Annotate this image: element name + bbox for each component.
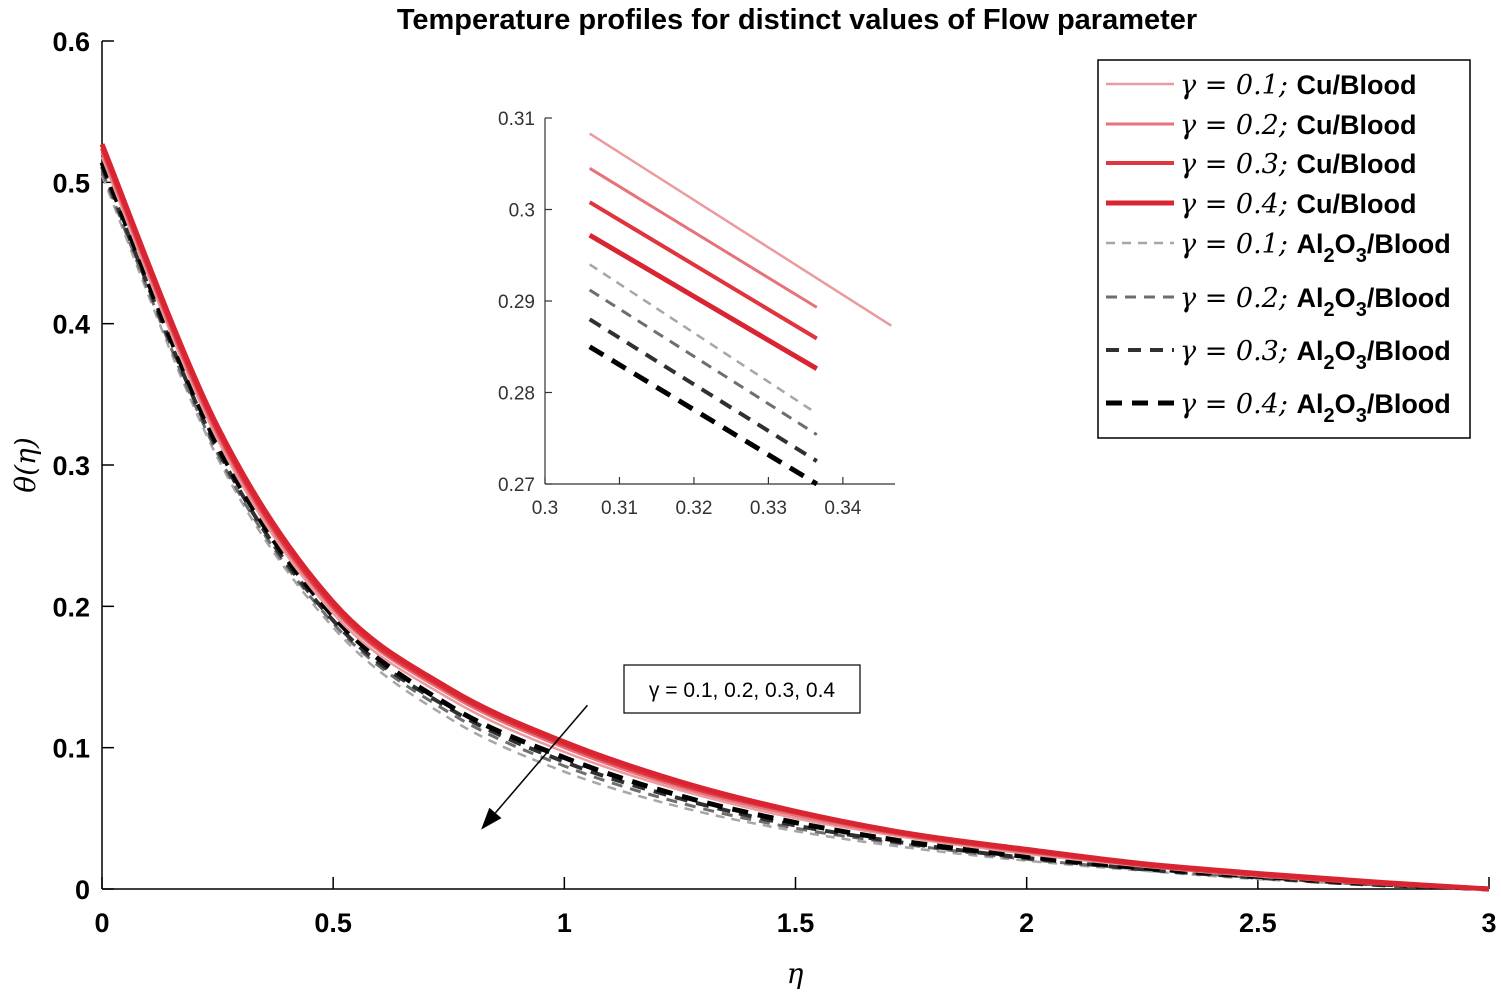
- main-ticks: 0 0.5 1 1.5 2 2.5 3 0 0.1 0.2 0.3 0.4 0.5 0.6: [52, 27, 1496, 938]
- inset-y-tick-label: 0.31: [498, 109, 535, 130]
- y-tick-label: 0.2: [52, 592, 90, 622]
- inset-series-line-8: [588, 344, 819, 487]
- legend-gamma: γ = 0.4;: [1180, 189, 1297, 220]
- legend-fluid-tail: /Blood: [1367, 389, 1451, 419]
- legend-gamma: γ = 0.4;: [1180, 389, 1297, 420]
- inset-x-tick-label: 0.34: [824, 498, 861, 519]
- inset-axes: 0.3 0.31 0.32 0.33 0.34 0.27 0.28 0.29 0.3 0.31: [498, 109, 895, 519]
- legend-fluid: Cu/Blood: [1297, 110, 1417, 140]
- chart-title: Temperature profiles for distinct values…: [397, 4, 1197, 36]
- inset-x-tick-label: 0.33: [750, 498, 787, 519]
- inset-y-tick-label: 0.27: [498, 475, 535, 496]
- main-axes: 0 0.5 1 1.5 2 2.5 3 0 0.1 0.2 0.3 0.4 0.5 0.6: [52, 27, 1496, 938]
- legend-subscript: 2: [1324, 299, 1335, 321]
- inset-series-line-4: [588, 232, 819, 371]
- legend-subscript: 3: [1356, 245, 1367, 267]
- legend-label-6: γ = 0.2; Al2O3/Blood: [1180, 283, 1451, 321]
- legend-label-2: γ = 0.2; Cu/Blood: [1180, 110, 1417, 141]
- x-tick-label: 0: [94, 908, 109, 938]
- x-tick-label: 1: [557, 908, 572, 938]
- annotation-text: γ = 0.1, 0.2, 0.3, 0.4: [649, 679, 836, 702]
- x-axis-label: η: [787, 957, 804, 990]
- y-axis-label: θ(η): [9, 437, 42, 492]
- legend-label-7: γ = 0.3; Al2O3/Blood: [1180, 336, 1451, 374]
- legend-gamma: γ = 0.2;: [1180, 110, 1297, 141]
- series-line-8: [99, 161, 1490, 892]
- legend-subscript: 2: [1324, 405, 1335, 427]
- legend-fluid: Al: [1297, 389, 1324, 419]
- inset-y-tick-label: 0.3: [509, 201, 535, 222]
- inset-series-line-7: [588, 317, 818, 463]
- x-tick-label: 0.5: [314, 908, 352, 938]
- inset-background: [545, 118, 895, 484]
- legend-label-1: γ = 0.1; Cu/Blood: [1180, 70, 1417, 101]
- inset-x-tick-label: 0.31: [601, 498, 638, 519]
- inset-series-line-1: [589, 132, 892, 327]
- legend-subscript: 3: [1356, 352, 1367, 374]
- legend-gamma: γ = 0.3;: [1180, 336, 1297, 367]
- legend-label-8: γ = 0.4; Al2O3/Blood: [1180, 389, 1451, 427]
- y-tick-label: 0.6: [52, 27, 90, 57]
- y-tick-label: 0.5: [52, 168, 90, 198]
- inset-x-tick-label: 0.3: [532, 498, 558, 519]
- legend-label-5: γ = 0.1; Al2O3/Blood: [1180, 229, 1451, 267]
- legend-label-4: γ = 0.4; Cu/Blood: [1180, 189, 1417, 220]
- inset-series-line-3: [588, 200, 818, 341]
- annotation-arrowhead: [481, 807, 502, 830]
- legend-fluid: Cu/Blood: [1297, 189, 1417, 219]
- legend-gamma: γ = 0.1;: [1180, 70, 1297, 101]
- legend-gamma: γ = 0.1;: [1180, 229, 1297, 260]
- legend-gamma: γ = 0.2;: [1180, 283, 1297, 314]
- y-tick-label: 0: [75, 875, 90, 905]
- legend-fluid-tail: /Blood: [1367, 336, 1451, 366]
- legend-fluid-o: O: [1335, 283, 1356, 313]
- inset-y-tick-label: 0.29: [498, 292, 535, 313]
- annotation-box: [623, 664, 861, 714]
- legend-fluid-o: O: [1335, 336, 1356, 366]
- gamma-annotation: γ = 0.1, 0.2, 0.3, 0.4: [481, 664, 861, 830]
- y-tick-label: 0.4: [52, 310, 90, 340]
- inset-x-tick-label: 0.32: [675, 498, 712, 519]
- inset-series-lines: [588, 132, 892, 487]
- series-line-4: [99, 143, 1490, 892]
- x-tick-label: 2.5: [1239, 908, 1277, 938]
- legend-fluid: Cu/Blood: [1297, 70, 1417, 100]
- inset-series-line-5: [588, 263, 818, 415]
- y-tick-label: 0.1: [52, 734, 90, 764]
- y-tick-label: 0.3: [52, 451, 90, 481]
- legend-fluid: Cu/Blood: [1297, 149, 1417, 179]
- legend-gamma: γ = 0.3;: [1180, 149, 1297, 180]
- legend-fluid-o: O: [1335, 389, 1356, 419]
- x-tick-label: 2: [1019, 908, 1034, 938]
- legend-fluid: Al: [1297, 336, 1324, 366]
- legend-subscript: 3: [1356, 299, 1367, 321]
- legend-fluid-o: O: [1335, 229, 1356, 259]
- inset-y-tick-label: 0.28: [498, 384, 535, 405]
- legend-fluid: Al: [1297, 229, 1324, 259]
- legend-subscript: 2: [1324, 245, 1335, 267]
- legend-fluid-tail: /Blood: [1367, 283, 1451, 313]
- legend-subscript: 2: [1324, 352, 1335, 374]
- legend-fluid-tail: /Blood: [1367, 229, 1451, 259]
- inset-series-line-6: [588, 288, 818, 436]
- annotation-arrow: [494, 704, 589, 814]
- x-tick-label: 1.5: [777, 908, 815, 938]
- legend-label-3: γ = 0.3; Cu/Blood: [1180, 149, 1417, 180]
- inset-series-line-2: [588, 167, 818, 309]
- legend-subscript: 3: [1356, 405, 1367, 427]
- inset-ticks: 0.3 0.31 0.32 0.33 0.34 0.27 0.28 0.29 0.3 0.31: [498, 109, 862, 519]
- legend-fluid: Al: [1297, 283, 1324, 313]
- x-tick-label: 3: [1481, 908, 1496, 938]
- main-series-lines: [99, 143, 1490, 892]
